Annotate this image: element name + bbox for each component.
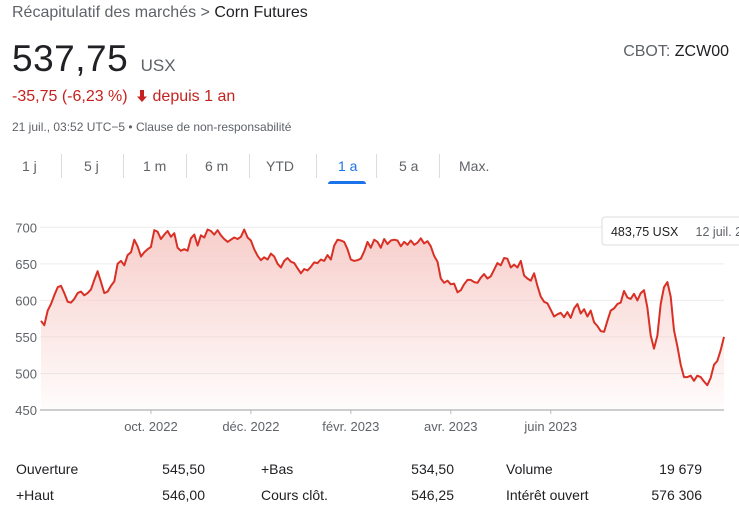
open-value: 545,50 xyxy=(162,461,205,477)
high-label: +Haut xyxy=(16,487,54,503)
tab-divider xyxy=(376,154,377,178)
tab-1-day[interactable]: 1 j xyxy=(22,158,37,174)
price-change: -35,75 (-6,23 %) depuis 1 an xyxy=(12,88,235,108)
tooltip-date: 12 juil. 2023 xyxy=(696,225,739,239)
change-period: depuis 1 an xyxy=(152,88,236,105)
tab-1-month[interactable]: 1 m xyxy=(143,158,167,174)
current-price: 537,75 xyxy=(12,38,129,79)
breadcrumb-parent-link[interactable]: Récapitulatif des marchés xyxy=(12,4,197,21)
y-tick-label: 650 xyxy=(15,257,37,272)
open-interest-label: Intérêt ouvert xyxy=(506,487,589,503)
open-interest-value: 576 306 xyxy=(651,487,702,503)
breadcrumb-current: Corn Futures xyxy=(214,4,308,21)
ticker-symbol: CBOT: ZCW00 xyxy=(623,43,729,61)
breadcrumb-separator: > xyxy=(200,4,210,21)
tab-divider xyxy=(186,154,187,178)
price-chart[interactable]: 450 500 550 600 650 700 oct. 2022 déc. 2022 févr… xyxy=(0,200,739,445)
y-tick-label: 550 xyxy=(15,330,37,345)
price-unit: USX xyxy=(140,56,176,75)
symbol-label: ZCW00 xyxy=(674,43,729,60)
tab-5-years[interactable]: 5 a xyxy=(399,158,419,174)
price-block: 537,75 USX xyxy=(12,38,176,80)
high-value: 546,00 xyxy=(162,487,205,503)
quote-meta: 21 juil., 03:52 UTC−5 • Clause de non-re… xyxy=(12,120,291,134)
breadcrumb: Récapitulatif des marchés > Corn Futures xyxy=(12,4,308,22)
price-line xyxy=(40,228,725,387)
exchange-label: CBOT: xyxy=(623,43,671,60)
tab-divider xyxy=(61,154,62,178)
meta-separator: • xyxy=(128,120,133,134)
x-tick-label: avr. 2023 xyxy=(424,419,478,434)
close-label: Cours clôt. xyxy=(261,487,328,503)
volume-label: Volume xyxy=(506,461,553,477)
x-tick-label: oct. 2022 xyxy=(124,419,178,434)
open-label: Ouverture xyxy=(16,461,79,477)
tab-5-days[interactable]: 5 j xyxy=(84,158,99,174)
tab-divider xyxy=(439,154,440,178)
y-tick-label: 700 xyxy=(15,220,37,235)
time-range-tabs: 1 j 5 j 1 m 6 m YTD 1 a 5 a Max. xyxy=(0,152,739,184)
tab-ytd[interactable]: YTD xyxy=(266,158,294,174)
tooltip-price: 483,75 USX xyxy=(611,225,679,239)
y-tick-label: 450 xyxy=(15,403,37,418)
volume-value: 19 679 xyxy=(659,461,702,477)
price-area-fill xyxy=(41,229,724,410)
disclaimer-link[interactable]: Clause de non-responsabilité xyxy=(135,120,292,134)
active-tab-indicator xyxy=(328,181,366,184)
tab-max[interactable]: Max. xyxy=(459,158,490,174)
tab-1-year[interactable]: 1 a xyxy=(338,158,358,174)
y-tick-label: 600 xyxy=(15,293,37,308)
low-label: +Bas xyxy=(261,461,294,477)
low-value: 534,50 xyxy=(411,461,454,477)
tab-divider xyxy=(123,154,124,178)
x-tick-label: déc. 2022 xyxy=(222,419,279,434)
x-tick-label: juin 2023 xyxy=(523,419,577,434)
tab-divider xyxy=(316,154,317,178)
tab-divider xyxy=(249,154,250,178)
tooltip-box xyxy=(601,216,739,246)
quote-timestamp: 21 juil., 03:52 UTC−5 xyxy=(12,120,126,134)
change-value: -35,75 (-6,23 %) xyxy=(12,88,128,105)
arrow-down-icon xyxy=(136,89,148,108)
tab-6-months[interactable]: 6 m xyxy=(205,158,229,174)
x-tick-label: févr. 2023 xyxy=(322,419,379,434)
y-tick-label: 500 xyxy=(15,366,37,381)
close-value: 546,25 xyxy=(411,487,454,503)
